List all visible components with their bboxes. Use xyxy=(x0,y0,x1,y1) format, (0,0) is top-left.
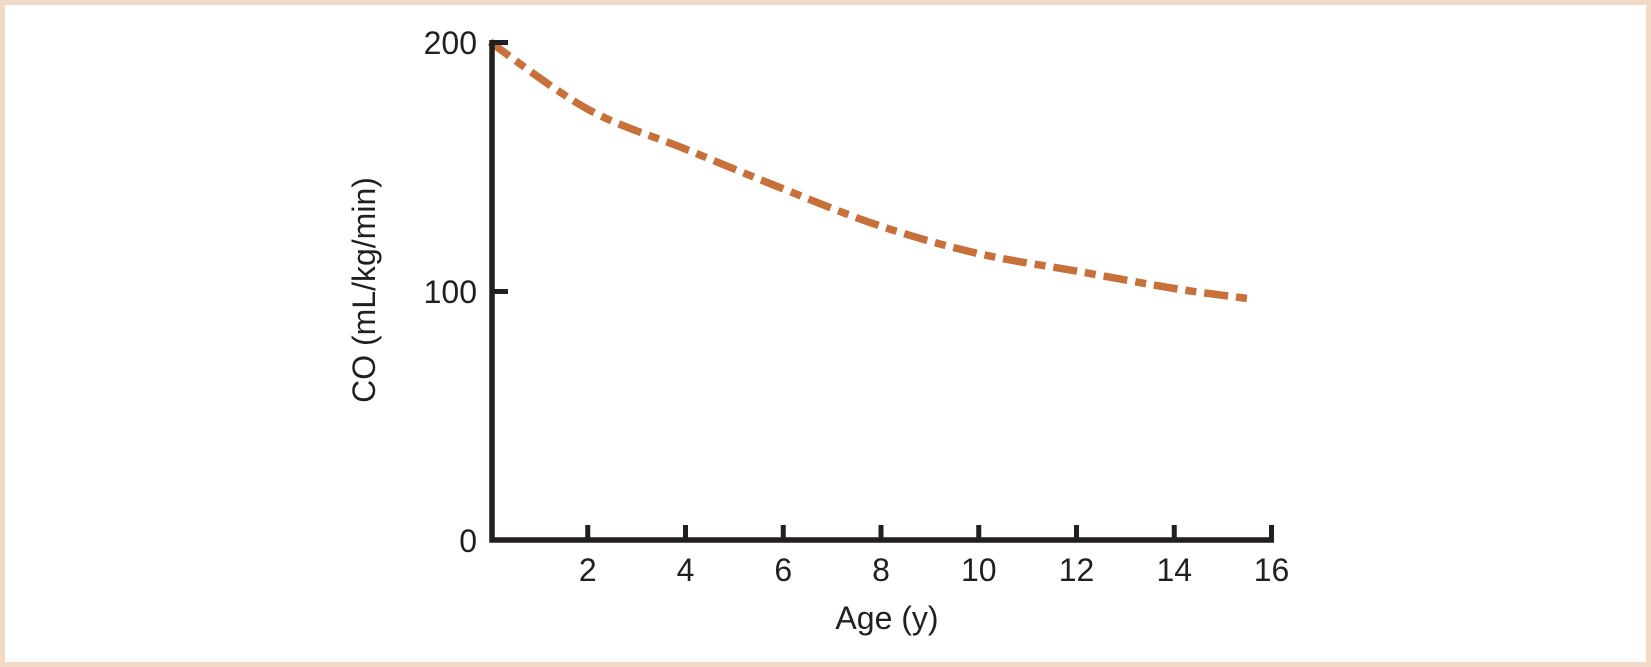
x-tick-label: 6 xyxy=(774,552,792,588)
x-tick-label: 2 xyxy=(579,552,597,588)
x-tick-label: 4 xyxy=(677,552,695,588)
y-tick-label: 100 xyxy=(424,274,477,310)
x-tick-label: 16 xyxy=(1254,552,1290,588)
x-tick-label: 14 xyxy=(1156,552,1192,588)
x-tick-label: 12 xyxy=(1059,552,1095,588)
x-tick-label: 10 xyxy=(961,552,997,588)
y-tick-label: 200 xyxy=(424,25,477,61)
x-tick-label: 8 xyxy=(872,552,890,588)
x-axis-title: Age (y) xyxy=(835,600,938,636)
co-curve xyxy=(487,38,1249,303)
y-tick-label: 0 xyxy=(459,523,477,559)
y-axis-title: CO (mL/kg/min) xyxy=(346,177,382,403)
